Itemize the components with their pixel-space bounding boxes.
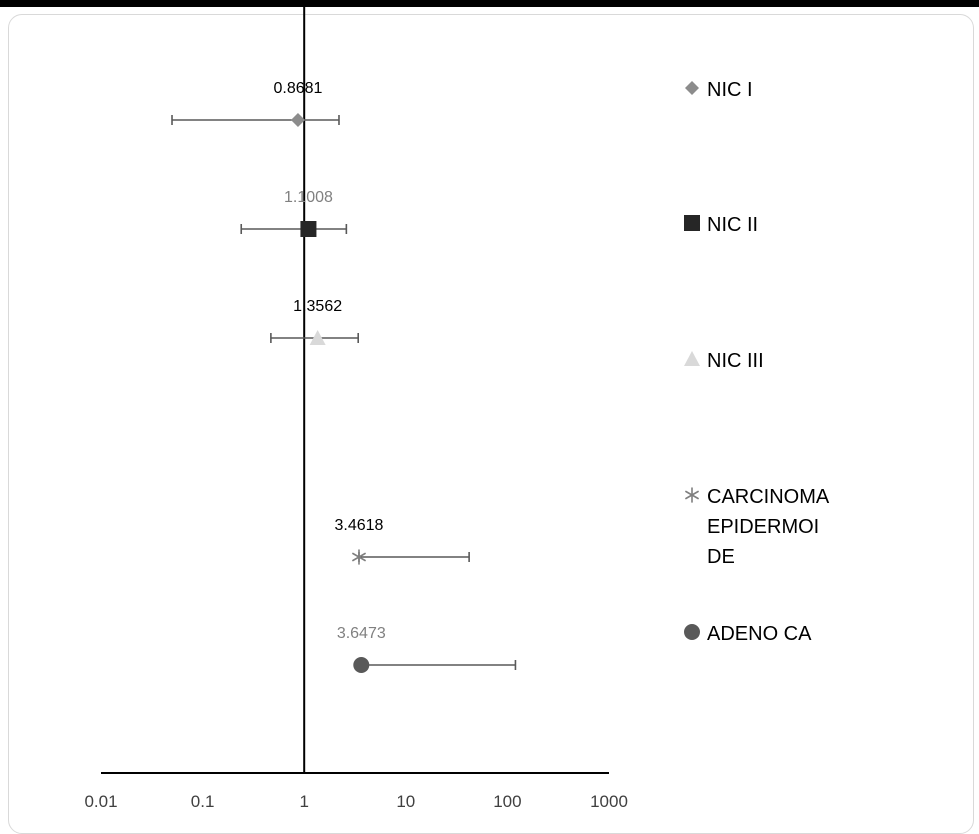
- legend-label: NIC I: [707, 79, 753, 101]
- data-labels: 0.8681 1.1008 1.3562 3.4618 3.6473: [273, 80, 385, 642]
- legend: NIC I NIC II NIC III CARCINOMA EPIDERMOI DE AD…: [684, 79, 830, 645]
- legend-label: NIC III: [707, 350, 764, 372]
- x-tick-label: 100: [493, 792, 521, 811]
- legend-item: NIC III: [684, 350, 764, 372]
- error-bar: [240, 224, 348, 234]
- legend-item: ADENO CA: [684, 623, 812, 645]
- legend-label: NIC II: [707, 214, 758, 236]
- legend-label: DE: [707, 546, 735, 568]
- square-marker: [684, 215, 700, 231]
- data-label: 3.6473: [337, 625, 386, 642]
- legend-label: EPIDERMOI: [707, 516, 819, 538]
- legend-label: CARCINOMA: [707, 486, 830, 508]
- error-bar: [360, 660, 517, 670]
- x-tick-label: 0.1: [191, 792, 215, 811]
- data-label: 1.1008: [284, 189, 333, 206]
- point-markers: [290, 113, 370, 673]
- legend-item: NIC I: [685, 79, 753, 101]
- x-tick-label: 0.01: [84, 792, 117, 811]
- confidence-intervals: [171, 115, 517, 670]
- legend-label: ADENO CA: [707, 623, 812, 645]
- error-bar: [171, 115, 340, 125]
- square-marker: [300, 221, 317, 237]
- data-label: 3.4618: [335, 517, 384, 534]
- error-bar: [358, 552, 470, 562]
- x-tick-label: 1: [299, 792, 308, 811]
- top-border-rule: [0, 0, 979, 7]
- asterisk-stroke: [685, 490, 699, 500]
- asterisk-marker: [685, 487, 699, 503]
- asterisk-marker: [352, 549, 366, 565]
- triangle-marker: [309, 330, 326, 345]
- x-tick-label: 1000: [590, 792, 628, 811]
- data-label: 0.8681: [273, 80, 322, 97]
- data-label: 1.3562: [293, 298, 342, 315]
- triangle-marker: [684, 351, 700, 366]
- x-tick-label: 10: [396, 792, 415, 811]
- diamond-marker: [685, 81, 699, 95]
- circle-marker: [353, 657, 370, 673]
- diamond-marker: [290, 113, 305, 127]
- asterisk-stroke: [352, 552, 366, 562]
- circle-marker: [684, 624, 700, 640]
- chart-area: [8, 14, 974, 834]
- legend-item: NIC II: [684, 214, 758, 236]
- axis-layer: 0.01 0.1 1 10 100 1000: [84, 7, 628, 811]
- legend-item: CARCINOMA EPIDERMOI DE: [685, 486, 830, 568]
